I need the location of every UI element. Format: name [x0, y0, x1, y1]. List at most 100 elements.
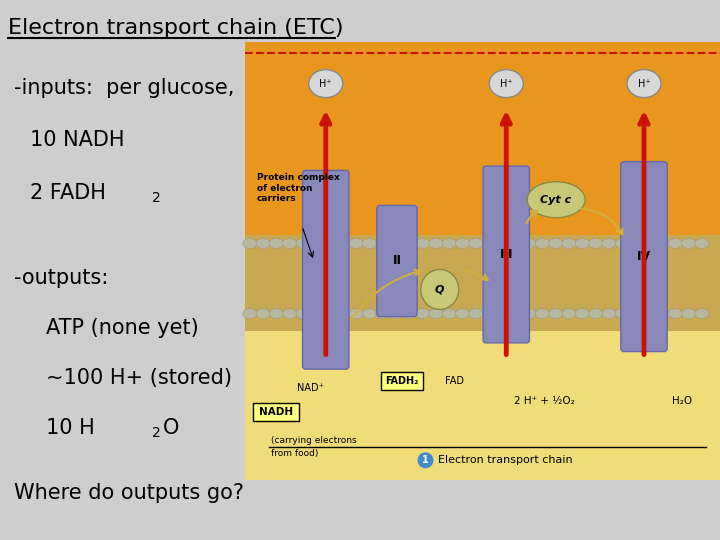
Text: 2 H⁺ + ½O₂: 2 H⁺ + ½O₂: [514, 396, 575, 406]
Ellipse shape: [642, 239, 656, 248]
Ellipse shape: [522, 308, 536, 319]
Ellipse shape: [642, 308, 656, 319]
Ellipse shape: [336, 308, 350, 319]
Ellipse shape: [269, 239, 284, 248]
Text: III: III: [500, 248, 513, 261]
Text: Electron transport chain: Electron transport chain: [438, 455, 572, 465]
Ellipse shape: [527, 181, 585, 218]
Ellipse shape: [490, 70, 523, 98]
Ellipse shape: [509, 308, 523, 319]
Text: II: II: [392, 254, 402, 267]
Ellipse shape: [243, 308, 257, 319]
Text: 1: 1: [422, 455, 429, 465]
Text: H⁺: H⁺: [320, 79, 332, 89]
Bar: [245, 42, 720, 480]
Text: 10 H: 10 H: [46, 418, 95, 438]
Ellipse shape: [602, 239, 616, 248]
Ellipse shape: [495, 308, 510, 319]
Ellipse shape: [495, 239, 510, 248]
Ellipse shape: [429, 308, 443, 319]
Text: FAD: FAD: [444, 376, 464, 387]
Ellipse shape: [323, 239, 336, 248]
Ellipse shape: [629, 308, 642, 319]
Ellipse shape: [442, 239, 456, 248]
Ellipse shape: [549, 239, 562, 248]
Ellipse shape: [668, 239, 683, 248]
Ellipse shape: [296, 239, 310, 248]
Ellipse shape: [389, 308, 403, 319]
Text: -inputs:  per glucose,: -inputs: per glucose,: [14, 78, 235, 98]
Ellipse shape: [296, 308, 310, 319]
FancyBboxPatch shape: [302, 171, 349, 369]
Ellipse shape: [469, 239, 483, 248]
Text: -outputs:: -outputs:: [14, 268, 108, 288]
Text: 2: 2: [152, 426, 161, 440]
Ellipse shape: [536, 308, 549, 319]
Ellipse shape: [695, 308, 709, 319]
Text: NAD⁺: NAD⁺: [297, 383, 324, 393]
Ellipse shape: [668, 308, 683, 319]
Text: Where do outputs go?: Where do outputs go?: [14, 483, 244, 503]
Ellipse shape: [283, 239, 297, 248]
Text: from food): from food): [271, 449, 318, 458]
Ellipse shape: [310, 239, 323, 248]
Ellipse shape: [349, 239, 363, 248]
Ellipse shape: [323, 308, 336, 319]
Text: ATP (none yet): ATP (none yet): [46, 318, 199, 338]
Ellipse shape: [376, 308, 390, 319]
Ellipse shape: [575, 239, 589, 248]
Ellipse shape: [256, 239, 270, 248]
Ellipse shape: [336, 239, 350, 248]
Text: Protein complex
of electron
carriers: Protein complex of electron carriers: [257, 173, 340, 203]
Ellipse shape: [469, 308, 483, 319]
Ellipse shape: [415, 308, 430, 319]
Ellipse shape: [415, 239, 430, 248]
Ellipse shape: [602, 308, 616, 319]
Ellipse shape: [695, 239, 709, 248]
Bar: [245, 314, 720, 480]
Text: Cyt c: Cyt c: [541, 195, 572, 205]
Text: I: I: [323, 264, 328, 276]
Text: FADH₂: FADH₂: [385, 376, 418, 387]
Ellipse shape: [243, 239, 257, 248]
FancyBboxPatch shape: [377, 205, 417, 316]
Ellipse shape: [256, 308, 270, 319]
Ellipse shape: [655, 239, 669, 248]
Text: NADH: NADH: [258, 407, 293, 417]
Text: 2: 2: [152, 191, 161, 205]
Ellipse shape: [509, 239, 523, 248]
Ellipse shape: [442, 308, 456, 319]
Text: 2 FADH: 2 FADH: [30, 183, 106, 203]
Ellipse shape: [562, 308, 576, 319]
Text: Electron transport chain (ETC): Electron transport chain (ETC): [8, 18, 343, 38]
Ellipse shape: [629, 239, 642, 248]
Ellipse shape: [615, 239, 629, 248]
Ellipse shape: [362, 308, 377, 319]
Ellipse shape: [456, 308, 469, 319]
Ellipse shape: [418, 453, 433, 468]
FancyBboxPatch shape: [483, 166, 529, 343]
Ellipse shape: [376, 239, 390, 248]
Ellipse shape: [522, 239, 536, 248]
Ellipse shape: [420, 269, 459, 309]
Bar: [253, 403, 299, 421]
Ellipse shape: [588, 239, 603, 248]
Text: IV: IV: [637, 250, 651, 263]
Ellipse shape: [562, 239, 576, 248]
Ellipse shape: [389, 239, 403, 248]
Ellipse shape: [362, 239, 377, 248]
Ellipse shape: [655, 308, 669, 319]
Ellipse shape: [549, 308, 562, 319]
Bar: [245, 235, 720, 331]
Ellipse shape: [309, 70, 343, 98]
Ellipse shape: [310, 308, 323, 319]
Ellipse shape: [682, 308, 696, 319]
Ellipse shape: [429, 239, 443, 248]
Ellipse shape: [575, 308, 589, 319]
Text: (carrying electrons: (carrying electrons: [271, 436, 356, 445]
Ellipse shape: [536, 239, 549, 248]
Ellipse shape: [402, 239, 416, 248]
Ellipse shape: [682, 239, 696, 248]
Text: H⁺: H⁺: [638, 79, 650, 89]
Ellipse shape: [349, 308, 363, 319]
